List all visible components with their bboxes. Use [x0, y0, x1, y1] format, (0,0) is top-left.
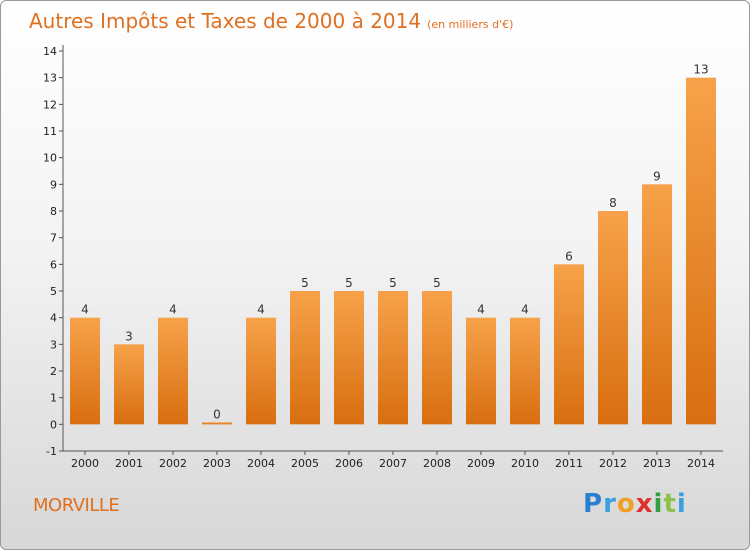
- logo-letter: i: [653, 489, 664, 519]
- y-tick-label: 0: [50, 418, 57, 431]
- y-tick-label: 9: [50, 178, 57, 191]
- x-tick-label: 2001: [115, 457, 143, 470]
- labels: 2000 4 2001 3 2002 4 2003 0 2004 4 2005 5 2006 5 2007 5…: [71, 63, 715, 470]
- bar: [378, 291, 408, 425]
- x-tick-label: 2014: [687, 457, 715, 470]
- data-label: 6: [565, 249, 573, 263]
- bar: [422, 291, 452, 425]
- data-label: 4: [81, 303, 89, 317]
- y-tick-label: 12: [43, 98, 57, 111]
- x-tick-label: 2009: [467, 457, 495, 470]
- x-tick-label: 2012: [599, 457, 627, 470]
- x-tick-label: 2008: [423, 457, 451, 470]
- x-tick-label: 2004: [247, 457, 275, 470]
- bar: [686, 77, 716, 425]
- y-tick-label: 4: [50, 312, 57, 325]
- x-tick-label: 2003: [203, 457, 231, 470]
- y-tick-label: 5: [50, 285, 57, 298]
- logo-letter: P: [583, 489, 604, 519]
- data-label: 5: [433, 276, 441, 290]
- bar: [158, 317, 188, 425]
- logo-letter: r: [603, 489, 617, 519]
- chart-title-wrap: Autres Impôts et Taxes de 2000 à 2014 (en…: [29, 9, 513, 33]
- proxiti-logo: Proxiti: [583, 489, 687, 519]
- x-tick-label: 2007: [379, 457, 407, 470]
- data-label: 3: [125, 329, 133, 343]
- y-tick-label: 8: [50, 205, 57, 218]
- logo-letter: o: [616, 489, 636, 519]
- y-tick-label: -1: [46, 445, 57, 458]
- commune-name: MORVILLE: [33, 495, 120, 516]
- logo-letter: t: [663, 489, 677, 519]
- x-tick-label: 2010: [511, 457, 539, 470]
- y-tick-label: 11: [43, 125, 57, 138]
- y-tick-label: 14: [43, 45, 57, 58]
- chart-unit: (en milliers d'€): [427, 18, 514, 31]
- bar: [114, 344, 144, 425]
- bar: [554, 264, 584, 425]
- data-label: 4: [169, 303, 177, 317]
- data-label: 5: [301, 276, 309, 290]
- bar: [642, 184, 672, 425]
- bars: [70, 77, 716, 425]
- chart-title: Autres Impôts et Taxes de 2000 à 2014: [29, 9, 422, 33]
- x-tick-label: 2011: [555, 457, 583, 470]
- bar: [598, 211, 628, 425]
- data-label: 4: [477, 303, 485, 317]
- y-tick-label: 13: [43, 72, 57, 85]
- bar: [510, 317, 540, 425]
- y-tick-label: 6: [50, 258, 57, 271]
- data-label: 4: [521, 303, 529, 317]
- y-tick-label: 7: [50, 232, 57, 245]
- bar: [290, 291, 320, 425]
- bar: [202, 422, 232, 425]
- data-label: 5: [389, 276, 397, 290]
- bar: [334, 291, 364, 425]
- x-tick-label: 2002: [159, 457, 187, 470]
- x-tick-label: 2000: [71, 457, 99, 470]
- x-tick-label: 2013: [643, 457, 671, 470]
- x-tick-label: 2005: [291, 457, 319, 470]
- y-tick-label: 10: [43, 152, 57, 165]
- logo-letter: x: [635, 489, 654, 519]
- data-label: 13: [693, 63, 708, 77]
- bar: [466, 317, 496, 425]
- x-tick-label: 2006: [335, 457, 363, 470]
- y-tick-label: 3: [50, 338, 57, 351]
- bar: [246, 317, 276, 425]
- data-label: 9: [653, 169, 661, 183]
- data-label: 8: [609, 196, 617, 210]
- data-label: 0: [213, 407, 221, 421]
- y-tick-label: 2: [50, 365, 57, 378]
- bar: [70, 317, 100, 425]
- data-label: 4: [257, 303, 265, 317]
- logo-letter: i: [676, 489, 687, 519]
- data-label: 5: [345, 276, 353, 290]
- y-tick-label: 1: [50, 392, 57, 405]
